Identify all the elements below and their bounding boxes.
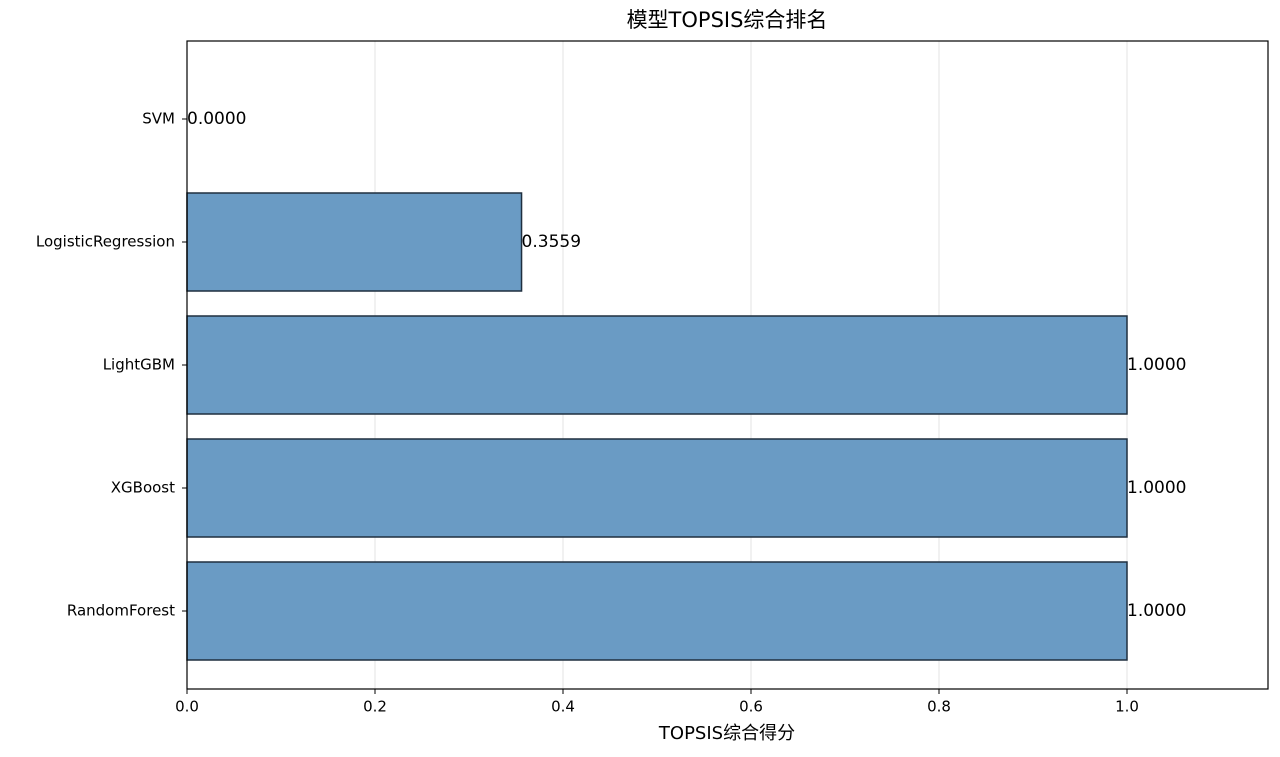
y-tick-label: XGBoost [111,479,175,497]
y-tick-label: SVM [142,110,175,128]
x-tick-label: 0.8 [927,698,951,716]
x-tick-label: 0.0 [175,698,199,716]
x-tick-label: 0.4 [551,698,575,716]
bar [186,315,1128,415]
x-tick-label: 1.0 [1115,698,1139,716]
plot-frame [186,40,1269,690]
value-label: 1.0000 [1127,478,1186,498]
value-label: 0.0000 [187,109,246,129]
y-tick-label: LogisticRegression [36,233,175,251]
x-tick-label: 0.2 [363,698,387,716]
bar [186,438,1128,538]
chart-title: 模型TOPSIS综合排名 [627,8,828,32]
y-tick-label: LightGBM [103,356,175,374]
x-tick-label: 0.6 [739,698,763,716]
x-axis-label: TOPSIS综合得分 [658,723,795,744]
value-label: 0.3559 [522,232,581,252]
bar [186,561,1128,661]
value-label: 1.0000 [1127,355,1186,375]
bar [186,192,523,292]
value-label: 1.0000 [1127,601,1186,621]
y-tick-label: RandomForest [67,602,175,620]
